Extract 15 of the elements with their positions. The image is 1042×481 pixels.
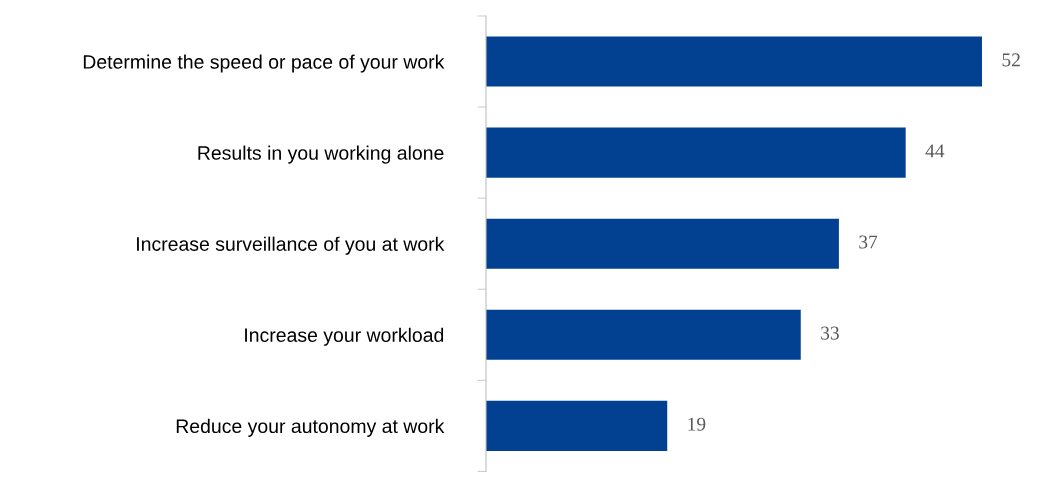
- bar: [486, 400, 668, 451]
- y-tick-label: Reduce your autonomy at work: [176, 418, 445, 437]
- bar: [486, 218, 839, 269]
- data-label: 19: [688, 417, 706, 431]
- data-label: 37: [859, 235, 878, 249]
- data-label: 44: [925, 144, 945, 158]
- y-tick-label: Increase your workload: [245, 327, 444, 346]
- bar: [486, 127, 906, 178]
- y-tick-label: Increase surveillance of you at work: [137, 236, 445, 255]
- data-label: 52: [1002, 53, 1020, 67]
- data-label: 33: [821, 326, 839, 340]
- y-tick-label: Results in you working alone: [198, 145, 444, 164]
- bar: [486, 309, 801, 360]
- bar: [486, 36, 982, 87]
- y-tick-label: Determine the speed or pace of your work: [83, 54, 445, 73]
